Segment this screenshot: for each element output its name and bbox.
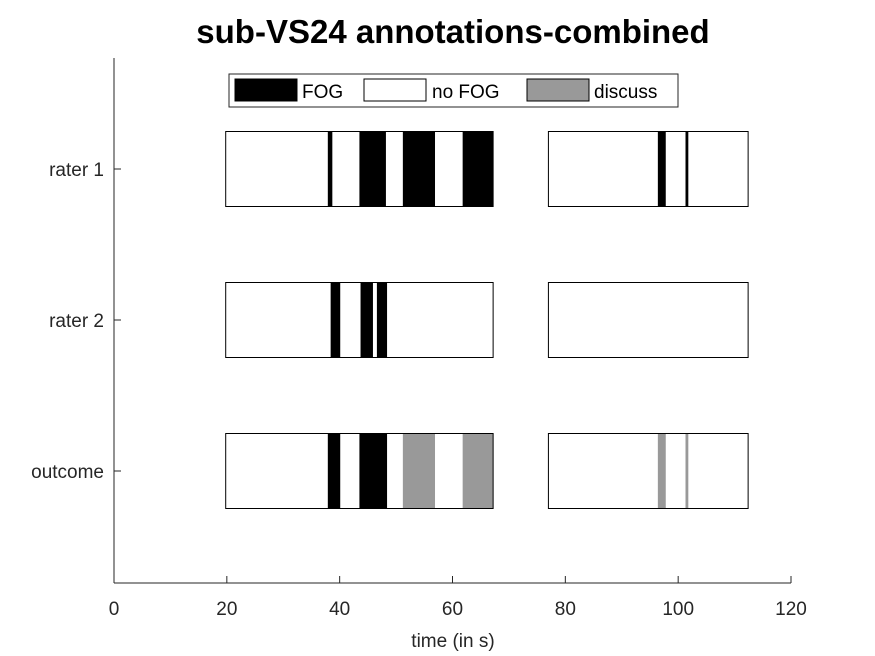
segment-discuss	[657, 433, 666, 509]
window-border	[225, 282, 494, 358]
legend-swatch-no-fog	[363, 78, 427, 102]
legend-swatch-discuss	[526, 78, 590, 102]
window-border	[225, 433, 494, 509]
legend-swatch-fog	[234, 78, 298, 102]
window-background	[548, 433, 749, 509]
window-background	[548, 282, 749, 358]
legend-box	[228, 73, 679, 108]
segment-fog	[330, 282, 341, 358]
row-rater-1	[225, 131, 749, 207]
segment-fog	[359, 131, 386, 207]
legend-label: discuss	[594, 82, 657, 103]
plot-area	[225, 131, 749, 509]
legend-label: FOG	[302, 82, 343, 103]
legend-label: no FOG	[432, 82, 500, 103]
segment-fog	[402, 131, 436, 207]
segment-fog	[376, 282, 388, 358]
window-background	[548, 131, 749, 207]
segment-discuss	[462, 433, 494, 509]
chart-title: sub-VS24 annotations-combined	[196, 13, 709, 50]
x-tick-label: 20	[216, 599, 237, 620]
segment-fog	[327, 131, 333, 207]
segment-discuss	[402, 433, 436, 509]
y-tick-label: rater 2	[49, 311, 104, 332]
segment-fog	[685, 131, 689, 207]
legend: FOG no FOG discuss	[228, 73, 679, 108]
row-outcome	[225, 433, 749, 509]
axes: 0 20 40 60 80 100 120 rater 1 rater 2 outcome	[31, 58, 807, 620]
x-tick-label: 100	[662, 599, 694, 620]
x-tick-label: 40	[329, 599, 350, 620]
row-rater-2	[225, 282, 749, 358]
window-border	[547, 433, 749, 509]
segment-fog	[657, 131, 666, 207]
window-border	[547, 282, 749, 358]
x-tick-label: 120	[775, 599, 807, 620]
y-tick-label: rater 1	[49, 160, 104, 181]
segment-fog	[327, 433, 341, 509]
segment-fog	[462, 131, 494, 207]
segment-fog	[359, 433, 388, 509]
window-border	[547, 131, 749, 207]
x-tick-label: 60	[442, 599, 463, 620]
window-background	[225, 282, 494, 358]
window-background	[225, 433, 494, 509]
window-border	[225, 131, 494, 207]
x-tick-label: 80	[555, 599, 576, 620]
window-background	[225, 131, 494, 207]
segment-discuss	[685, 433, 689, 509]
x-tick-label: 0	[109, 599, 120, 620]
x-axis-label: time (in s)	[411, 631, 494, 652]
y-tick-label: outcome	[31, 462, 104, 483]
segment-fog	[360, 282, 373, 358]
